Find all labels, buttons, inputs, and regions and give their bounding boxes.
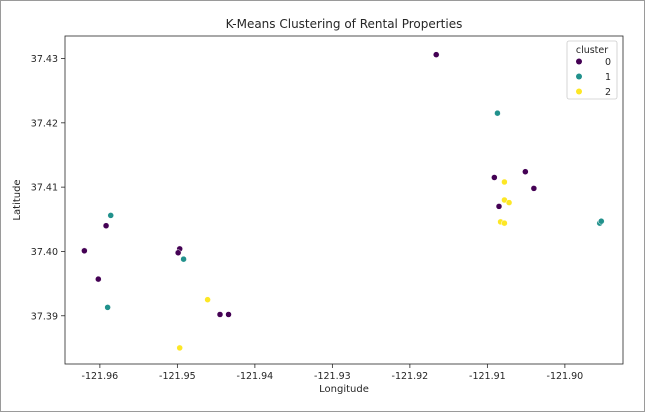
x-tick-label: -121.92: [392, 371, 429, 382]
legend-label: 2: [605, 87, 611, 98]
y-tick-label: 37.40: [31, 247, 58, 258]
x-tick-label: -121.93: [314, 371, 351, 382]
data-point-cluster-0: [522, 168, 529, 175]
data-point-cluster-0: [95, 275, 102, 283]
x-tick-label: -121.90: [547, 371, 584, 382]
x-tick-label: -121.94: [237, 371, 274, 382]
data-point-cluster-0: [81, 247, 88, 255]
plot-area: [64, 35, 624, 365]
legend-label: 0: [605, 57, 611, 68]
y-axis-label: Latitude: [12, 179, 23, 220]
data-point-cluster-1: [107, 212, 114, 219]
data-point-cluster-2: [204, 296, 211, 303]
data-point-cluster-1: [598, 217, 605, 225]
y-tick-label: 37.41: [31, 183, 58, 194]
y-tick-label: 37.39: [31, 311, 58, 322]
data-point-cluster-2: [501, 219, 508, 227]
data-point-cluster-1: [494, 109, 501, 117]
y-tick-label: 37.43: [31, 54, 58, 65]
legend-label: 1: [605, 72, 611, 83]
data-point-cluster-2: [176, 344, 183, 352]
legend-marker-cluster-2: [576, 88, 582, 95]
data-point-cluster-0: [530, 185, 538, 192]
chart-title: K-Means Clustering of Rental Properties: [226, 17, 463, 31]
data-points: [81, 51, 605, 352]
x-tick-label: -121.96: [82, 371, 119, 382]
data-point-cluster-0: [225, 311, 232, 318]
y-tick-label: 37.42: [31, 118, 58, 129]
x-tick-label: -121.95: [159, 371, 196, 382]
data-point-cluster-0: [216, 311, 224, 318]
data-point-cluster-0: [491, 174, 498, 181]
data-point-cluster-0: [102, 222, 110, 229]
data-point-cluster-0: [174, 249, 182, 256]
data-point-cluster-2: [501, 178, 508, 186]
data-point-cluster-1: [180, 255, 187, 263]
data-point-cluster-0: [432, 51, 440, 58]
legend-marker-cluster-0: [576, 58, 582, 65]
legend-marker-cluster-1: [576, 73, 582, 80]
data-point-cluster-0: [495, 203, 503, 210]
legend: cluster 0 1 2: [566, 40, 618, 100]
legend-box: [566, 40, 618, 100]
x-axis-label: Longitude: [319, 384, 369, 395]
legend-title: cluster: [576, 45, 608, 56]
x-tick-label: -121.91: [469, 371, 506, 382]
y-axis: 37.39 37.40 37.41 37.42 37.43: [31, 54, 65, 322]
data-point-cluster-2: [505, 199, 513, 206]
data-point-cluster-1: [104, 304, 111, 311]
x-axis: -121.96 -121.95 -121.94 -121.93 -121.92 -121.…: [82, 364, 584, 382]
